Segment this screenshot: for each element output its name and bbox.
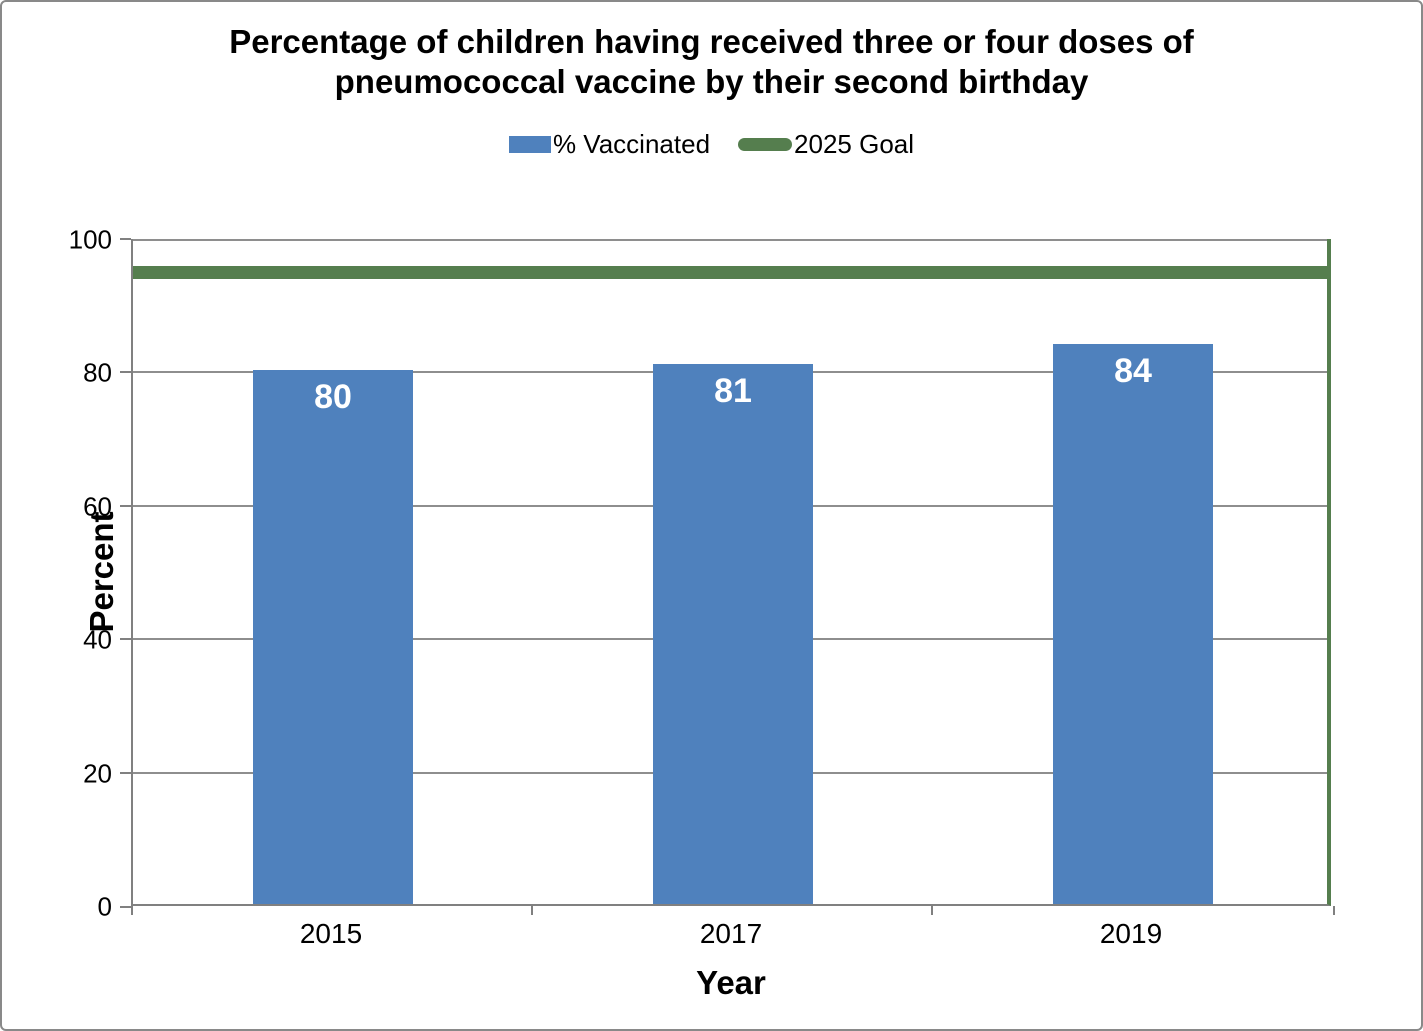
x-boundary-tick-1 <box>531 906 533 915</box>
x-axis-title: Year <box>696 964 766 1001</box>
goal-line <box>133 266 1327 279</box>
x-tick-label-2015: 2015 <box>299 918 363 949</box>
chart-title: Percentage of children having received t… <box>229 23 1194 100</box>
bar-2017: 81 <box>653 364 813 904</box>
y-tick-label-40: 40 <box>83 624 112 655</box>
legend-label-goal: 2025 Goal <box>794 129 915 159</box>
legend-swatch-line-icon <box>738 138 793 151</box>
legend: % Vaccinated 2025 Goal <box>2 129 1421 160</box>
y-tick-label-0: 0 <box>97 891 112 922</box>
legend-swatch-bar-icon <box>508 136 551 153</box>
plot-area: 80 81 84 <box>131 239 1331 906</box>
y-tick-mark-60 <box>120 505 131 507</box>
x-tick-label-2017: 2017 <box>699 918 763 949</box>
legend-item-vaccinated: % Vaccinated <box>508 129 711 160</box>
legend-item-goal: 2025 Goal <box>738 129 914 160</box>
y-tick-mark-0 <box>120 906 131 908</box>
x-tick-label-2019: 2019 <box>1099 918 1163 949</box>
bar-2015: 80 <box>253 370 413 904</box>
y-tick-mark-100 <box>120 238 131 240</box>
y-tick-label-80: 80 <box>83 357 112 388</box>
bar-label-2015: 80 <box>314 378 352 416</box>
y-tick-mark-40 <box>120 638 131 640</box>
x-boundary-tick-3 <box>1333 906 1335 915</box>
y-tick-mark-80 <box>120 371 131 373</box>
x-boundary-tick-0 <box>131 906 133 915</box>
y-tick-label-60: 60 <box>83 491 112 522</box>
bar-label-2017: 81 <box>714 372 752 410</box>
gridline-100 <box>133 239 1327 241</box>
y-tick-label-20: 20 <box>83 758 112 789</box>
bar-2019: 84 <box>1053 344 1213 904</box>
bar-label-2019: 84 <box>1114 352 1152 390</box>
x-boundary-tick-2 <box>931 906 933 915</box>
legend-label-vaccinated: % Vaccinated <box>552 129 711 159</box>
y-tick-label-100: 100 <box>68 224 112 255</box>
y-tick-mark-20 <box>120 772 131 774</box>
